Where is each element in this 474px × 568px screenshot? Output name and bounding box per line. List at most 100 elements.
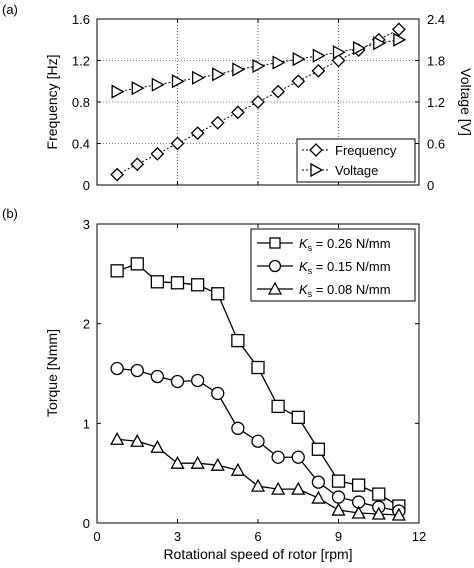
- panel-b-ytick-label: 1: [83, 416, 90, 431]
- panel-b-series-0-point: [372, 487, 386, 501]
- panel-b-series-1-point: [211, 386, 225, 401]
- legend-ks026-rest: = 0.26 N/mm: [312, 236, 390, 251]
- panel-b-ytick-label: 0: [83, 516, 90, 531]
- panel-b-ytick-label: 3: [83, 217, 90, 232]
- panel-a-series-0-point: [110, 167, 125, 182]
- panel-b-series-0-point: [170, 276, 185, 290]
- panel-b-series-1-point: [311, 475, 326, 489]
- panel-a-ytick-label-right: 0.6: [427, 137, 445, 152]
- panel-b-series-1-point: [150, 369, 165, 384]
- panel-b-series-2-point: [110, 431, 125, 445]
- panel-b-xtick-label: 6: [254, 529, 261, 544]
- panel-b-series-2-point: [271, 481, 286, 495]
- panel-b-series-0-point: [231, 333, 245, 348]
- panel-b-series-2-point: [351, 505, 366, 519]
- panel-b-series-0-point: [150, 275, 165, 289]
- panel-b-legend: Ks = 0.26 N/mm Ks = 0.15 N/mm Ks = 0.08 …: [250, 228, 416, 302]
- legend-square-marker: [269, 237, 281, 249]
- panel-b-series-2-point: [391, 507, 406, 521]
- panel-a: (a) 0 0 0.4 0.6 0.8 1.2 1.2 1.8 1.6 2.4 Frequency…: [2, 2, 474, 193]
- legend-ks026-symbol: K: [299, 236, 309, 251]
- panel-a-series-0-point: [230, 105, 245, 120]
- panel-b-series-2-point: [150, 439, 165, 453]
- panel-b-series-2-point: [210, 457, 225, 471]
- legend-ks026-label: Ks = 0.26 N/mm: [299, 236, 391, 253]
- panel-b-series-1-point: [190, 373, 205, 388]
- panel-b-series-2-point: [230, 462, 245, 476]
- panel-a-ytick-label-left: 0.8: [72, 95, 90, 110]
- legend-ks008-label: Ks = 0.08 N/mm: [299, 282, 391, 299]
- panel-a-series-1-point: [332, 45, 346, 60]
- panel-b-series-0-point: [211, 287, 225, 301]
- legend-ks008-symbol: K: [299, 282, 309, 297]
- panel-a-series-0-line: [116, 28, 400, 176]
- legend-ks026-subscript: s: [308, 243, 313, 253]
- legend-frequency-label: Frequency: [335, 143, 397, 158]
- panel-a-series-1-point: [131, 81, 145, 96]
- panel-a-series-1-point: [292, 52, 306, 67]
- panel-b-xlabel: Rotational speed of rotor [rpm]: [163, 546, 352, 562]
- panel-a-series-1-point: [252, 58, 266, 74]
- panel-b-series-2-point: [250, 478, 266, 492]
- panel-a-ticks: 0 0 0.4 0.6 0.8 1.2 1.2 1.8 1.6 2.4: [72, 12, 445, 193]
- panel-b-series-0-point: [130, 257, 144, 271]
- panel-b-series-1-point: [331, 490, 346, 504]
- panel-b-series-0-point: [311, 442, 326, 456]
- panel-a-series-1-point: [191, 70, 205, 85]
- panel-a-series-0-point: [190, 126, 205, 141]
- panel-a-series-0-point: [150, 146, 165, 161]
- legend-ks008-rest: = 0.08 N/mm: [312, 282, 390, 297]
- legend-ks015-subscript: s: [308, 266, 313, 276]
- panel-a-series-1-point: [393, 32, 407, 47]
- legend-triangle-right-marker: [310, 162, 324, 178]
- panel-a-ytick-label-left: 1.2: [72, 54, 90, 69]
- panel-a-series-1-point: [111, 84, 125, 99]
- panel-b-ylabel: Torque [Nmm]: [44, 329, 60, 417]
- panel-b-series-0-point: [251, 360, 265, 375]
- panel-b-series-1-point: [170, 374, 185, 389]
- panel-b-series-2-point: [371, 506, 386, 520]
- panel-a-series-1-point: [212, 67, 226, 82]
- panel-b-series: [110, 257, 406, 521]
- legend-ks008-subscript: s: [308, 289, 313, 299]
- panel-b-xtick-label: 12: [412, 529, 426, 544]
- panel-b-series-0-point: [351, 478, 366, 492]
- panel-b-series-1-point: [130, 363, 144, 378]
- panel-a-ylabel-right: Voltage [V]: [458, 68, 474, 136]
- panel-b-series-2-point: [331, 502, 346, 516]
- panel-b-series-2-point: [291, 481, 306, 495]
- panel-b-ytick-label: 2: [83, 317, 90, 332]
- panel-b-series-2-point: [130, 433, 145, 447]
- panel-a-series-1-point: [352, 40, 366, 56]
- legend-ks015-rest: = 0.15 N/mm: [312, 259, 390, 274]
- panel-a-ytick-label-right: 1.2: [427, 95, 445, 110]
- panel-a-ytick-label-right: 1.8: [427, 54, 445, 69]
- panel-a-series-0-point: [291, 74, 306, 89]
- panel-b-series-0-point: [190, 278, 205, 292]
- legend-ks015-symbol: K: [299, 259, 309, 274]
- panel-b-xtick-label: 3: [174, 529, 181, 544]
- panel-a-series-0-point: [130, 157, 145, 172]
- panel-a-ylabel-left: Frequency [Hz]: [44, 55, 60, 150]
- panel-a-series-1-point: [312, 48, 326, 63]
- panel-a-series-0-point: [170, 136, 185, 151]
- panel-b-series-0-point: [110, 264, 124, 278]
- panel-b-series-1-point: [110, 361, 124, 376]
- panel-a-legend: Frequency Voltage: [296, 138, 416, 183]
- panel-a-ytick-label-right: 0: [427, 178, 434, 193]
- panel-b-series-2-point: [170, 455, 185, 469]
- panel-b-series-1-point: [231, 421, 245, 435]
- legend-voltage-label: Voltage: [335, 163, 378, 178]
- panel-a-ytick-label-right: 2.4: [427, 12, 445, 27]
- panel-a-series-0-point: [391, 22, 406, 37]
- panel-a-series-0-point: [210, 115, 225, 130]
- panel-b-series-2-point: [190, 455, 205, 469]
- panel-a-series-0-point: [251, 95, 265, 109]
- panel-b-series-0-point: [291, 410, 305, 425]
- panel-a-label: (a): [2, 2, 18, 17]
- panel-b-series-0-point: [331, 474, 346, 488]
- panel-a-series: [110, 22, 407, 182]
